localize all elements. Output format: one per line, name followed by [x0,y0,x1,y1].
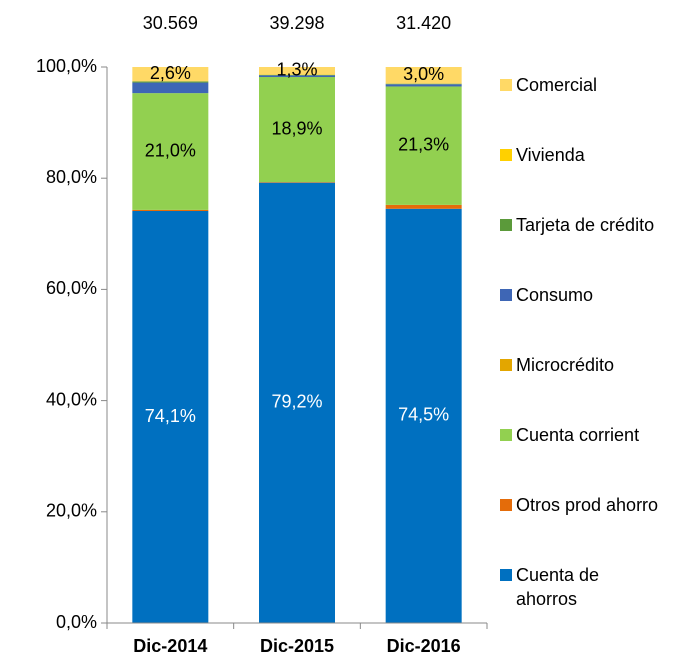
total-label: 30.569 [143,13,198,33]
legend-swatch [500,219,512,231]
legend-swatch [500,79,512,91]
legend-label: Microcrédito [516,355,615,375]
legend-label: Cuenta de ahorros [516,565,600,609]
legend-swatch [500,429,512,441]
legend-swatch [500,359,512,371]
x-tick-label: Dic-2015 [260,636,334,656]
legend-item: Consumo [500,283,672,307]
total-label: 39.298 [269,13,324,33]
bar-segment [385,84,462,87]
y-tick-label: 80,0% [46,167,97,187]
x-tick-label: Dic-2016 [387,636,461,656]
bar-segment [132,67,209,82]
bar-segment [385,67,462,84]
data-label: 79,2% [271,392,322,412]
data-label: 1,3% [276,59,317,79]
bar-segment [259,74,335,75]
legend-label: Cuenta corrient [516,425,640,445]
bar-segment [132,209,209,212]
bar-segment [259,77,335,183]
x-tick-label: Dic-2014 [133,636,207,656]
legend-label: Vivienda [516,145,585,165]
legend-label: Comercial [516,75,598,95]
bar-segment [132,82,209,94]
bar-segment [259,182,335,623]
legend-item: Vivienda [500,143,672,167]
total-label: 31.420 [396,13,451,33]
legend-swatch [500,569,512,581]
bar-segment [259,182,335,183]
legend-item: Comercial [500,73,672,97]
y-tick-label: 100,0% [36,56,97,76]
data-label: 74,1% [145,406,196,426]
legend-item: Tarjeta de crédito [500,213,672,237]
legend-swatch [500,149,512,161]
bar-segment [385,83,462,85]
data-label: 18,9% [271,118,322,138]
y-tick-label: 0,0% [56,612,97,632]
bar-segment [385,204,462,209]
legend-swatch [500,289,512,301]
data-label: 21,3% [398,134,449,154]
bar-segment [385,208,462,623]
bar-segment [259,67,335,75]
legend-item: Cuenta de ahorros [500,563,672,611]
data-label: 74,5% [398,405,449,425]
data-label: 3,0% [403,64,444,84]
bar-segment [259,74,335,76]
y-tick-label: 20,0% [46,501,97,521]
y-tick-label: 40,0% [46,389,97,409]
data-label: 21,0% [145,140,196,160]
legend-item: Microcrédito [500,353,672,377]
legend-label: Tarjeta de crédito [516,215,655,235]
legend-item: Otros prod ahorro [500,493,672,517]
y-tick-label: 60,0% [46,278,97,298]
bar-segment [132,93,209,210]
legend-item: Cuenta corrient [500,423,672,447]
data-label: 2,6% [150,63,191,83]
legend-label: Otros prod ahorro [516,495,659,515]
legend-label: Consumo [516,285,594,305]
bar-segment [259,75,335,78]
bar-segment [132,211,209,623]
bar-segment [132,81,209,83]
legend-swatch [500,499,512,511]
bar-segment [385,86,462,205]
